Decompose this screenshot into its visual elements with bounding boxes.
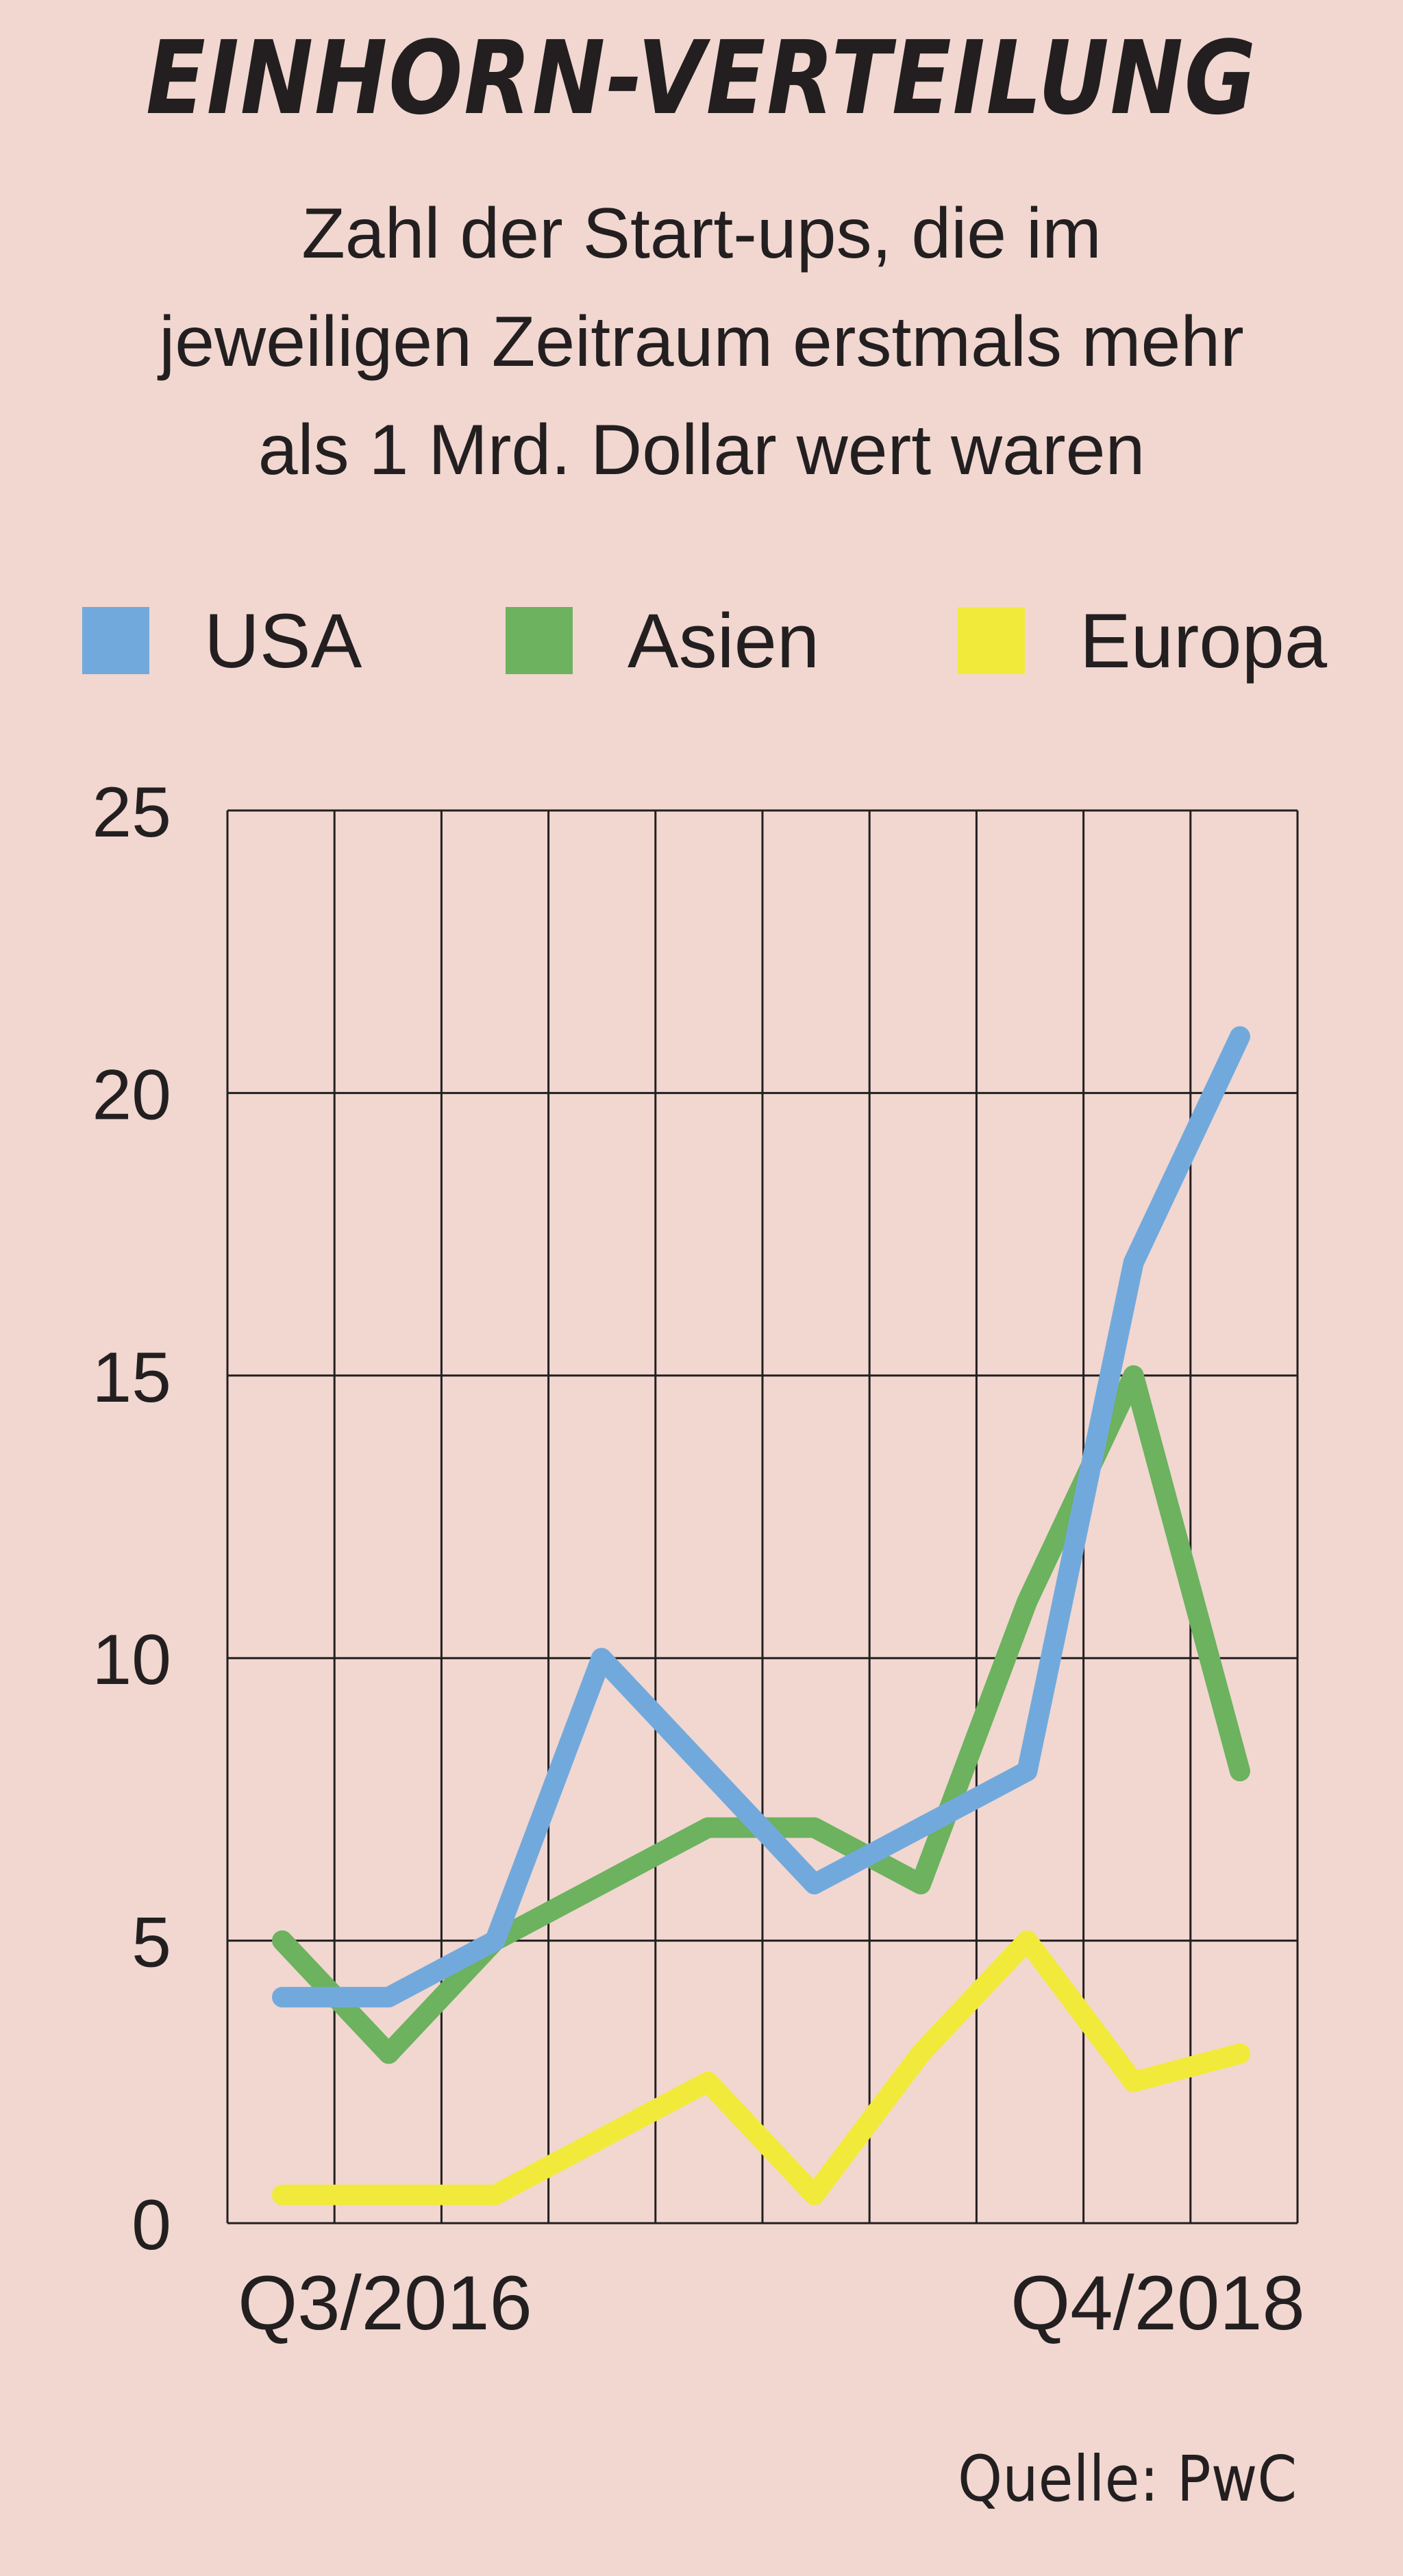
data-point-usa — [1132, 1261, 1134, 1263]
data-point-usa — [707, 1770, 709, 1772]
data-point-europa — [920, 2053, 921, 2055]
data-point-asien — [388, 2053, 390, 2055]
data-point-asien — [282, 1940, 283, 1942]
data-point-asien — [1026, 1600, 1028, 1602]
data-point-usa — [494, 1940, 496, 1942]
data-point-europa — [601, 2138, 602, 2140]
data-point-asien — [707, 1826, 709, 1829]
data-point-usa — [282, 1996, 283, 1998]
data-point-europa — [1132, 2081, 1134, 2083]
legend-swatch-asien — [506, 607, 573, 674]
data-point-asien — [601, 1883, 602, 1885]
x-tick-label: Q4/2018 — [1010, 2260, 1305, 2346]
data-point-europa — [1239, 2053, 1241, 2055]
data-point-europa — [494, 2194, 496, 2196]
data-point-europa — [707, 2081, 709, 2083]
data-point-usa — [601, 1657, 602, 1659]
chart-subtitle: Zahl der Start-ups, die im jeweiligen Ze… — [0, 179, 1403, 504]
data-point-asien — [1132, 1374, 1134, 1376]
data-point-usa — [920, 1826, 921, 1829]
y-tick-label: 20 — [92, 1055, 171, 1135]
y-tick-label: 25 — [92, 773, 171, 852]
y-tick-label: 0 — [132, 2185, 171, 2265]
legend-label-usa: USA — [204, 597, 362, 684]
data-point-asien — [1239, 1770, 1241, 1772]
data-point-usa — [813, 1883, 815, 1885]
subtitle-line: Zahl der Start-ups, die im — [301, 194, 1102, 273]
legend-item-asien: Asien — [506, 596, 819, 685]
data-point-usa — [388, 1996, 390, 1998]
source-note: Quelle: PwC — [957, 2442, 1297, 2516]
chart-title: EINHORN-VERTEILUNG — [146, 19, 1257, 137]
chart-legend: USA Asien Europa — [0, 596, 1403, 685]
series-line-europa — [272, 1930, 1250, 2205]
subtitle-line: jeweiligen Zeitraum erstmals mehr — [159, 302, 1244, 382]
y-tick-label: 10 — [92, 1620, 171, 1700]
data-point-europa — [1026, 1940, 1028, 1942]
x-tick-label: Q3/2016 — [238, 2260, 532, 2346]
y-tick-label: 5 — [132, 1903, 171, 1983]
data-point-asien — [813, 1826, 815, 1829]
data-point-usa — [1026, 1770, 1028, 1772]
data-point-europa — [813, 2194, 815, 2196]
legend-item-usa: USA — [82, 596, 362, 685]
data-point-europa — [388, 2194, 390, 2196]
legend-swatch-usa — [82, 607, 149, 674]
legend-label-europa: Europa — [1080, 597, 1328, 684]
series-line-usa — [272, 1026, 1250, 2008]
legend-item-europa: Europa — [958, 596, 1327, 685]
y-tick-label: 15 — [92, 1338, 171, 1417]
legend-label-asien: Asien — [628, 597, 820, 684]
legend-swatch-europa — [958, 607, 1025, 674]
subtitle-line: als 1 Mrd. Dollar wert waren — [258, 410, 1145, 490]
data-point-asien — [920, 1883, 921, 1885]
data-point-usa — [1239, 1035, 1241, 1037]
data-point-europa — [282, 2194, 283, 2196]
